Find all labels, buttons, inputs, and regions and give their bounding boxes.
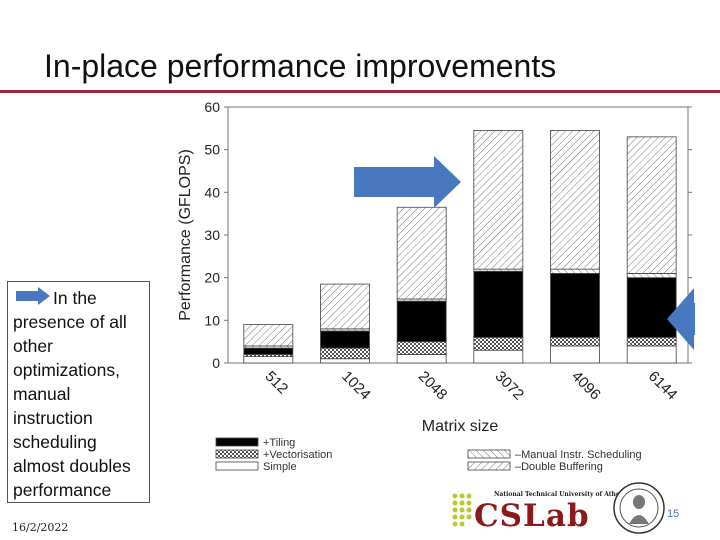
bar-2048-segment-0 — [396, 354, 447, 364]
legend-swatch — [467, 449, 511, 459]
logo-subtitle: National Technical University of Athens — [494, 491, 628, 498]
x-axis-label: Matrix size — [422, 418, 499, 435]
y-tick-label: 40 — [204, 184, 220, 200]
bar-512-segment-0 — [243, 356, 294, 364]
note-box — [7, 281, 150, 503]
x-tick-label: 512 — [262, 368, 292, 398]
plot-area — [227, 106, 689, 364]
legend-swatch — [215, 461, 259, 471]
bar-4096-segment-2 — [550, 272, 600, 338]
bar-3072-segment-4 — [473, 130, 524, 270]
legend-swatch — [215, 437, 259, 447]
bar-4096-segment-0 — [550, 345, 600, 364]
y-axis-label: Performance (GFLOPS) — [177, 149, 194, 321]
bar-2048-segment-1 — [396, 341, 447, 355]
x-tick-label: 3072 — [492, 368, 528, 404]
cslab-logo-icon — [452, 493, 472, 527]
slide-date: 16/2/2022 — [12, 521, 69, 534]
x-tick-label: 2048 — [415, 368, 451, 404]
bar-3072-segment-1 — [473, 336, 524, 351]
bar-512-segment-2 — [243, 347, 294, 355]
legend-label: +Vectorisation — [263, 449, 332, 461]
bar-1024-segment-4 — [320, 283, 370, 330]
bar-2048-segment-4 — [396, 206, 447, 300]
bar-6144-segment-0 — [626, 345, 677, 364]
y-tick-label: 0 — [212, 355, 220, 371]
legend-label: Simple — [263, 461, 297, 473]
bar-4096-segment-1 — [550, 336, 600, 347]
arrow-right-icon — [16, 287, 50, 305]
x-tick-label: 4096 — [568, 368, 604, 404]
legend-swatch — [467, 461, 511, 471]
bar-6144-segment-3 — [626, 272, 677, 279]
legend-label: +Tiling — [263, 437, 295, 449]
y-tick-label: 50 — [204, 142, 220, 158]
bar-3072-segment-0 — [473, 349, 524, 364]
note-text: In the presence of all other optimizatio… — [13, 288, 131, 500]
bar-6144-segment-1 — [626, 336, 677, 347]
x-tick-label: 6144 — [645, 368, 681, 404]
bar-4096-segment-4 — [550, 130, 600, 270]
x-tick-label: 1024 — [338, 368, 374, 404]
bar-6144-segment-4 — [626, 136, 677, 274]
bar-1024-segment-0 — [320, 358, 370, 364]
bar-6144-segment-2 — [626, 277, 677, 338]
bar-1024-segment-1 — [320, 347, 370, 360]
bar-3072-segment-2 — [473, 270, 524, 338]
bar-4096-segment-3 — [550, 268, 600, 274]
legend-swatch — [215, 449, 259, 459]
logo-name: CSLab — [474, 498, 590, 534]
bar-512-segment-4 — [243, 324, 294, 347]
page-number: 15 — [667, 508, 680, 520]
slide-title: In-place performance improvements — [44, 48, 557, 84]
y-tick-label: 20 — [204, 270, 220, 286]
title-divider — [0, 90, 720, 93]
y-tick-label: 30 — [204, 227, 220, 243]
bar-2048-segment-2 — [396, 300, 447, 343]
y-tick-label: 10 — [204, 312, 220, 328]
y-tick-label: 60 — [204, 99, 220, 115]
legend-label: –Double Buffering — [515, 461, 603, 473]
arrow-right-icon — [354, 156, 461, 208]
bar-1024-segment-2 — [320, 330, 370, 349]
legend-label: –Manual Instr. Scheduling — [515, 449, 642, 461]
arrow-left-icon — [667, 288, 695, 350]
performance-chart: 0 10 20 30 40 50 60 Performance (GFLOPS) 512 1024… — [177, 99, 695, 473]
university-seal-icon — [613, 482, 665, 534]
